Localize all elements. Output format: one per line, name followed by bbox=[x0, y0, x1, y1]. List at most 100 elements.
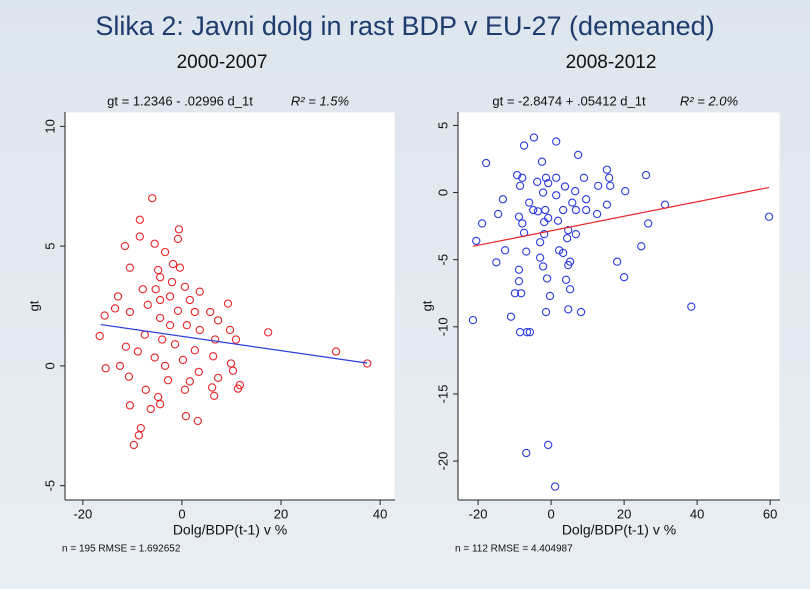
point bbox=[472, 236, 481, 246]
point bbox=[193, 416, 202, 426]
point bbox=[579, 173, 589, 182]
point bbox=[143, 300, 152, 309]
point bbox=[535, 253, 545, 262]
point bbox=[100, 311, 109, 320]
point bbox=[552, 191, 561, 200]
x-tick-label: 0 bbox=[178, 506, 185, 521]
point bbox=[641, 170, 651, 180]
point bbox=[182, 321, 192, 330]
point bbox=[190, 346, 199, 355]
point bbox=[571, 230, 581, 239]
point bbox=[514, 277, 524, 286]
point bbox=[223, 299, 233, 308]
point bbox=[568, 198, 577, 207]
point bbox=[180, 385, 190, 394]
point bbox=[538, 188, 548, 197]
point bbox=[564, 225, 573, 235]
point bbox=[113, 292, 123, 301]
y-tick-label: 10 bbox=[42, 119, 57, 133]
point bbox=[552, 137, 561, 146]
point bbox=[519, 141, 529, 150]
point bbox=[138, 285, 147, 294]
fit-line bbox=[472, 186, 770, 247]
point bbox=[550, 482, 560, 491]
point bbox=[581, 205, 591, 215]
point bbox=[602, 200, 612, 209]
point bbox=[195, 287, 204, 296]
point bbox=[101, 364, 110, 373]
point bbox=[178, 355, 188, 365]
point bbox=[146, 404, 155, 414]
point bbox=[564, 305, 573, 314]
point bbox=[594, 181, 603, 190]
point bbox=[481, 158, 491, 168]
point bbox=[541, 173, 551, 182]
point bbox=[522, 247, 531, 256]
point bbox=[95, 331, 104, 341]
point bbox=[165, 321, 175, 330]
point bbox=[225, 325, 235, 335]
r-squared: R² = 1.5% bbox=[291, 93, 349, 108]
point bbox=[160, 247, 170, 257]
point bbox=[512, 170, 522, 180]
point bbox=[129, 440, 139, 450]
point bbox=[544, 440, 553, 450]
point bbox=[233, 384, 243, 393]
point bbox=[637, 242, 646, 251]
point bbox=[141, 385, 150, 394]
subtitle: 2008-2012 bbox=[566, 52, 657, 73]
point bbox=[170, 340, 180, 349]
point bbox=[581, 195, 591, 204]
y-tick-label: 0 bbox=[435, 189, 450, 196]
point bbox=[494, 209, 503, 219]
y-tick-label: -20 bbox=[435, 452, 450, 471]
plot-area bbox=[64, 111, 396, 501]
point bbox=[517, 289, 526, 298]
x-tick-label: 0 bbox=[547, 506, 554, 521]
point bbox=[576, 307, 586, 317]
point bbox=[564, 260, 573, 270]
footer: n = 195 RMSE = 1.692652 bbox=[62, 544, 181, 555]
point bbox=[190, 307, 199, 317]
point bbox=[540, 217, 549, 227]
point bbox=[540, 230, 549, 239]
point bbox=[525, 328, 535, 337]
point bbox=[195, 325, 204, 335]
point bbox=[150, 239, 159, 248]
y-tick-label: 5 bbox=[42, 243, 57, 250]
point bbox=[155, 313, 165, 323]
point bbox=[125, 263, 135, 272]
y-tick-label: -10 bbox=[435, 317, 450, 336]
annotation: gt = -2.8474 + .05412 d_1t bbox=[492, 93, 646, 108]
point bbox=[602, 165, 612, 174]
point bbox=[165, 292, 175, 301]
point bbox=[213, 373, 223, 383]
point bbox=[155, 400, 165, 409]
x-tick-label: 60 bbox=[763, 506, 777, 521]
x-tick-label: -20 bbox=[73, 506, 92, 521]
y-axis-label: gt bbox=[419, 300, 434, 311]
point bbox=[133, 347, 142, 356]
point bbox=[175, 263, 185, 272]
point bbox=[213, 316, 223, 325]
point bbox=[553, 216, 563, 225]
point bbox=[544, 179, 553, 188]
point bbox=[208, 383, 217, 392]
point bbox=[500, 246, 510, 255]
point bbox=[522, 328, 532, 337]
point bbox=[558, 248, 568, 258]
point bbox=[558, 205, 568, 215]
point bbox=[134, 431, 143, 440]
point bbox=[148, 194, 157, 203]
point bbox=[125, 307, 135, 317]
point bbox=[331, 347, 341, 356]
point bbox=[506, 312, 516, 321]
point bbox=[121, 342, 131, 351]
point bbox=[180, 282, 190, 291]
point bbox=[606, 181, 615, 190]
point bbox=[468, 315, 478, 325]
y-axis-label: gt bbox=[26, 300, 41, 311]
point bbox=[545, 291, 555, 301]
point bbox=[155, 273, 165, 282]
fit-line bbox=[100, 323, 368, 364]
